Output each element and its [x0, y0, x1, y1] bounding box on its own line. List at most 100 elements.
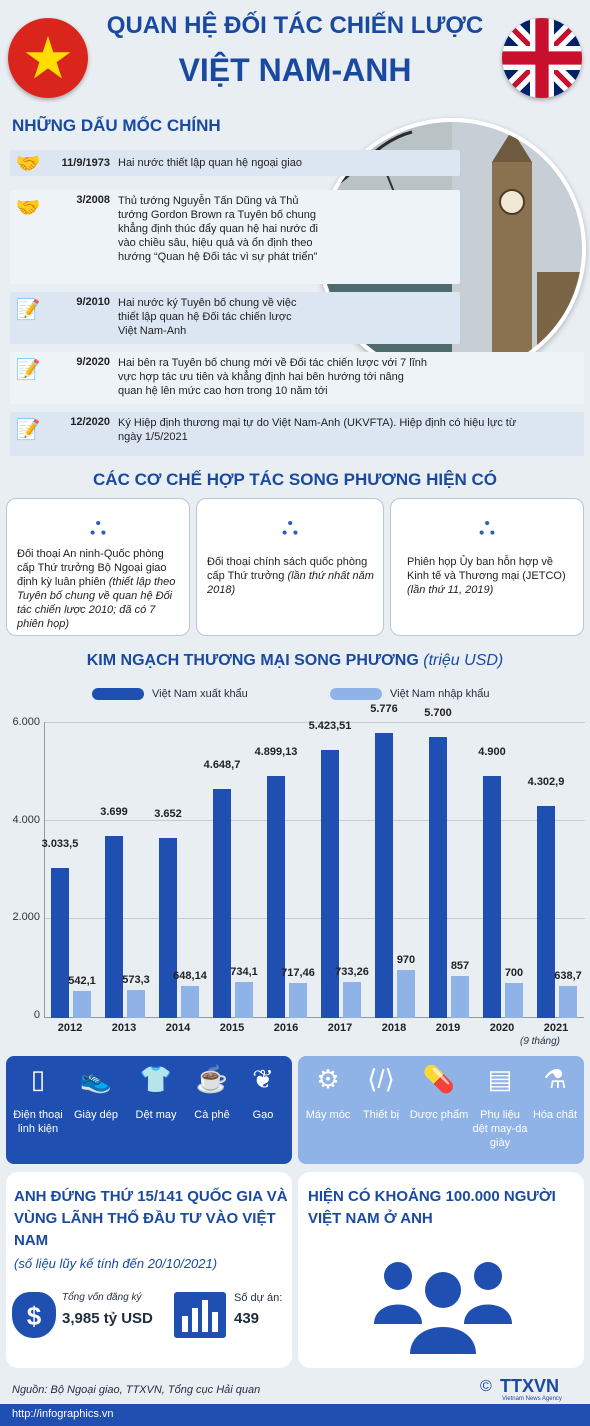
import-bar — [451, 975, 469, 1018]
x-note: (9 tháng) — [519, 1036, 561, 1047]
export-label: Cà phê — [194, 1109, 230, 1121]
legend-export: Việt Nam xuất khẩu — [92, 688, 248, 700]
legend-import: Việt Nam nhập khẩu — [330, 688, 489, 700]
export-bar — [429, 736, 447, 1018]
export-value-label: 5.700 — [424, 706, 452, 719]
mechanism-text: Phiên họp Ủy ban hỗn hợp về Kinh tế và T… — [407, 556, 566, 582]
milestone-text: Hai nước thiết lập quan hệ ngoại giao — [118, 157, 302, 169]
import-bar — [127, 989, 145, 1018]
site-link[interactable]: http://infographics.vn — [12, 1408, 114, 1420]
import-value-label: 700 — [504, 967, 524, 980]
import-value-label: 733,26 — [335, 965, 369, 978]
uk-flag — [502, 18, 582, 98]
page-title-line1: QUAN HỆ ĐỐI TÁC CHIẾN LƯỢC — [106, 12, 484, 39]
import-value-label: 857 — [450, 959, 470, 972]
imports-panel — [298, 1056, 584, 1164]
document-icon: 📝 — [15, 298, 41, 321]
investment-headline: ANH ĐỨNG THỨ 15/141 QUỐC GIA VÀ VÙNG LÃN… — [14, 1188, 288, 1249]
mechanism-card: ⛬ Đối thoại chính sách quốc phòng cấp Th… — [196, 498, 384, 636]
milestone-row: 📝 9/2010 Hai nước ký Tuyên bố chung về v… — [10, 292, 460, 344]
mechanism-note: (thiết lập theo Tuyên bố chung về quan h… — [17, 576, 176, 630]
import-label: Phụ liệu dệt may-da giày — [472, 1109, 528, 1149]
capital-value: 3,985 tỷ USD — [62, 1310, 153, 1327]
export-bar — [483, 776, 501, 1018]
people-panel: HIỆN CÓ KHOẢNG 100.000 NGƯỜI VIỆT NAM Ở … — [298, 1172, 584, 1368]
export-value-label: 5.423,51 — [308, 720, 352, 733]
x-tick: 2013 — [111, 1022, 137, 1034]
mechanism-text: Đối thoại chính sách quốc phòng cấp Thứ … — [207, 556, 368, 582]
import-bar — [559, 986, 577, 1018]
handshake-icon: 🤝 — [15, 152, 41, 175]
x-axis: 2012 2013 2014 2015 2016 2017 2018 2019 2020 2021 — [44, 1022, 584, 1052]
legend-swatch — [92, 688, 144, 700]
page-title-line2: VIỆT NAM-ANH — [178, 52, 412, 88]
x-tick: 2015 — [219, 1022, 245, 1034]
x-tick: 2020 — [489, 1022, 515, 1034]
pill-icon: 💊 — [422, 1064, 456, 1094]
x-tick: 2017 — [327, 1022, 353, 1034]
milestone-date: 9/2010 — [76, 296, 110, 308]
bar-chart: 3.033,5 542,1 3.699 573,3 3.652 648,14 4.648,7… — [42, 703, 585, 1018]
rice-icon: ❦ — [252, 1064, 274, 1094]
grid-line — [45, 820, 585, 821]
x-tick: 2018 — [381, 1022, 407, 1034]
import-bar — [235, 981, 253, 1018]
export-bar — [159, 837, 177, 1018]
import-value-label: 542,1 — [68, 975, 96, 988]
legend-swatch — [330, 688, 382, 700]
export-value-label: 3.033,5 — [41, 838, 79, 851]
import-bar — [181, 986, 199, 1018]
export-label: Giày dép — [73, 1109, 119, 1121]
chart-unit: (triệu USD) — [423, 652, 504, 669]
import-value-label: 573,3 — [122, 973, 150, 986]
import-label: Thiết bị — [362, 1109, 400, 1121]
shoe-icon: 👟 — [79, 1064, 113, 1094]
grid-line — [45, 918, 585, 919]
footer-bar: http://infographics.vn — [0, 1404, 590, 1426]
projects-value: 439 — [234, 1310, 260, 1327]
copyright-icon: © — [480, 1378, 492, 1395]
milestone-row: 🤝 11/9/1973 Hai nước thiết lập quan hệ n… — [10, 150, 460, 176]
import-bar — [505, 983, 523, 1018]
ttxvn-logo: TTXVN — [500, 1376, 560, 1396]
milestone-text: Thủ tướng Nguyễn Tấn Dũng và Thủ tướng G… — [118, 195, 318, 263]
handshake-icon: 🤝 — [15, 196, 41, 219]
milestone-date: 11/9/1973 — [61, 157, 110, 169]
y-tick: 2.000 — [12, 911, 40, 923]
legend-label: Việt Nam xuất khẩu — [152, 688, 248, 700]
y-tick: 6.000 — [12, 716, 40, 728]
export-value-label: 5.776 — [370, 703, 398, 716]
x-tick: 2012 — [57, 1022, 83, 1034]
mechanisms-heading: CÁC CƠ CHẾ HỢP TÁC SONG PHƯƠNG HIỆN CÓ — [93, 470, 497, 489]
chart-title: KIM NGẠCH THƯƠNG MẠI SONG PHƯƠNG — [86, 652, 419, 669]
milestone-row: 🤝 3/2008 Thủ tướng Nguyễn Tấn Dũng và Th… — [10, 190, 460, 284]
money-bag-icon: $ — [12, 1292, 56, 1338]
export-value-label: 3.652 — [154, 807, 182, 820]
exports-panel — [6, 1056, 292, 1164]
vietnam-flag — [8, 18, 88, 98]
import-label: Dược phẩm — [409, 1109, 469, 1121]
y-tick: 0 — [33, 1009, 40, 1021]
export-value-label: 4.302,9 — [527, 775, 565, 788]
export-label: Điện thoại linh kiện — [13, 1109, 63, 1135]
import-bar — [343, 981, 361, 1018]
milestone-text: Hai nước ký Tuyên bố chung về việc thiết… — [118, 297, 297, 337]
import-bar — [73, 991, 91, 1018]
logo-subtitle: Vietnam News Agency — [502, 1396, 562, 1402]
milestones-heading: NHỮNG DẤU MỐC CHÍNH — [12, 116, 221, 135]
meeting-icon: ⛬ — [89, 513, 107, 540]
chart-heading: KIM NGẠCH THƯƠNG MẠI SONG PHƯƠNG (triệu … — [0, 652, 590, 670]
import-value-label: 734,1 — [230, 965, 258, 978]
milestone-text: Ký Hiệp định thương mại tự do Việt Nam-A… — [118, 417, 517, 443]
milestone-row: 📝 9/2020 Hai bên ra Tuyên bố chung mới v… — [10, 352, 584, 404]
device-icon: ⟨/⟩ — [367, 1064, 395, 1094]
mechanism-note: (lần thứ 11, 2019) — [407, 584, 494, 596]
import-bar — [397, 970, 415, 1018]
coffee-icon: ☕ — [195, 1064, 229, 1094]
mechanism-note: (lần thứ nhất năm 2018) — [207, 570, 374, 596]
flask-icon: ⚗ — [543, 1064, 567, 1094]
milestone-date: 12/2020 — [70, 416, 110, 428]
export-bar — [267, 776, 285, 1018]
document-icon: 📝 — [15, 358, 41, 381]
export-bar — [375, 733, 393, 1018]
